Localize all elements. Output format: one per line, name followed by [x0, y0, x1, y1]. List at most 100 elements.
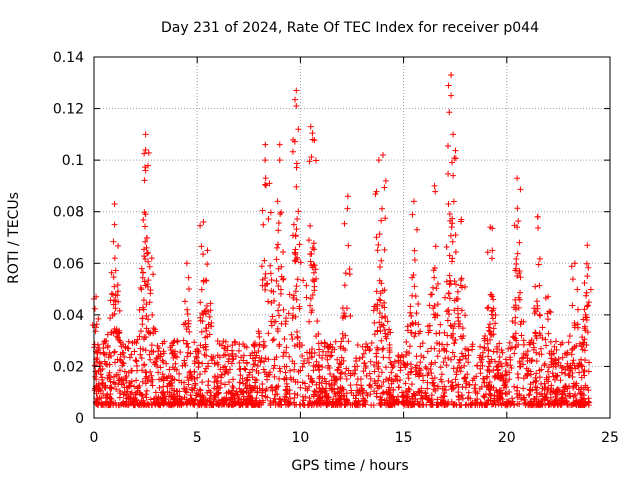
data-point	[254, 389, 261, 396]
data-point	[160, 348, 167, 355]
data-point	[140, 306, 147, 313]
data-point	[207, 307, 214, 314]
data-point	[111, 283, 118, 290]
data-point	[230, 355, 237, 362]
data-point	[469, 343, 476, 350]
data-point	[229, 342, 236, 349]
data-point	[142, 164, 149, 171]
data-point	[433, 285, 440, 292]
data-point	[272, 391, 279, 398]
data-point	[512, 314, 519, 321]
data-point	[173, 387, 180, 394]
data-point	[370, 307, 377, 314]
data-point	[488, 255, 495, 262]
data-point	[322, 352, 329, 359]
data-point	[273, 386, 280, 393]
data-point	[125, 369, 132, 376]
data-point	[141, 246, 148, 253]
data-point	[197, 342, 204, 349]
data-point	[449, 238, 456, 245]
data-point	[426, 322, 433, 329]
data-point	[536, 311, 543, 318]
data-point	[536, 282, 543, 289]
data-point	[337, 375, 344, 382]
data-point	[140, 297, 147, 304]
data-point	[543, 374, 550, 381]
data-point	[417, 367, 424, 374]
data-point	[183, 386, 190, 393]
data-point	[566, 333, 573, 340]
data-point	[311, 349, 318, 356]
data-point	[243, 395, 250, 402]
data-point	[145, 316, 152, 323]
data-point	[513, 337, 520, 344]
data-point	[267, 397, 274, 404]
data-point	[479, 375, 486, 382]
data-point	[371, 368, 378, 375]
data-point	[153, 362, 160, 369]
data-point	[371, 319, 378, 326]
data-point	[429, 380, 436, 387]
data-point	[204, 261, 211, 268]
data-point	[148, 342, 155, 349]
data-point	[440, 397, 447, 404]
data-point	[140, 397, 147, 404]
data-point	[235, 395, 242, 402]
data-point	[265, 356, 272, 363]
data-point	[449, 220, 456, 227]
data-point	[184, 340, 191, 347]
data-point	[273, 244, 280, 251]
data-point	[347, 382, 354, 389]
data-point	[168, 383, 175, 390]
data-point	[206, 313, 213, 320]
data-point	[376, 231, 383, 238]
data-point	[171, 350, 178, 357]
data-point	[446, 272, 453, 279]
data-point	[308, 354, 315, 361]
data-point	[214, 338, 221, 345]
data-point	[230, 376, 237, 383]
data-point	[427, 291, 434, 298]
data-point	[309, 346, 316, 353]
data-point	[408, 329, 415, 336]
data-point	[477, 359, 484, 366]
data-point	[326, 385, 333, 392]
data-point	[471, 385, 478, 392]
data-point	[434, 353, 441, 360]
data-point	[265, 330, 272, 337]
data-point	[145, 277, 152, 284]
data-point	[451, 340, 458, 347]
data-point	[99, 382, 106, 389]
data-point	[263, 385, 270, 392]
data-point	[424, 385, 431, 392]
data-point	[488, 392, 495, 399]
data-point	[182, 298, 189, 305]
data-point	[236, 359, 243, 366]
data-point	[564, 360, 571, 367]
data-point	[585, 402, 592, 409]
data-point	[249, 374, 256, 381]
data-point	[453, 371, 460, 378]
data-point	[246, 369, 253, 376]
data-point	[580, 368, 587, 375]
data-point	[204, 333, 211, 340]
data-point	[293, 87, 300, 94]
data-point	[403, 339, 410, 346]
data-point	[383, 376, 390, 383]
data-point	[411, 391, 418, 398]
data-point	[281, 376, 288, 383]
data-point	[222, 381, 229, 388]
data-point	[526, 341, 533, 348]
data-point	[434, 280, 441, 287]
data-point	[303, 294, 310, 301]
data-point	[527, 387, 534, 394]
data-point	[101, 358, 108, 365]
data-point	[110, 274, 117, 281]
data-point	[516, 296, 523, 303]
data-point	[276, 375, 283, 382]
data-point	[371, 378, 378, 385]
data-point	[506, 369, 513, 376]
data-point	[286, 353, 293, 360]
data-point	[291, 342, 298, 349]
data-point	[585, 299, 592, 306]
